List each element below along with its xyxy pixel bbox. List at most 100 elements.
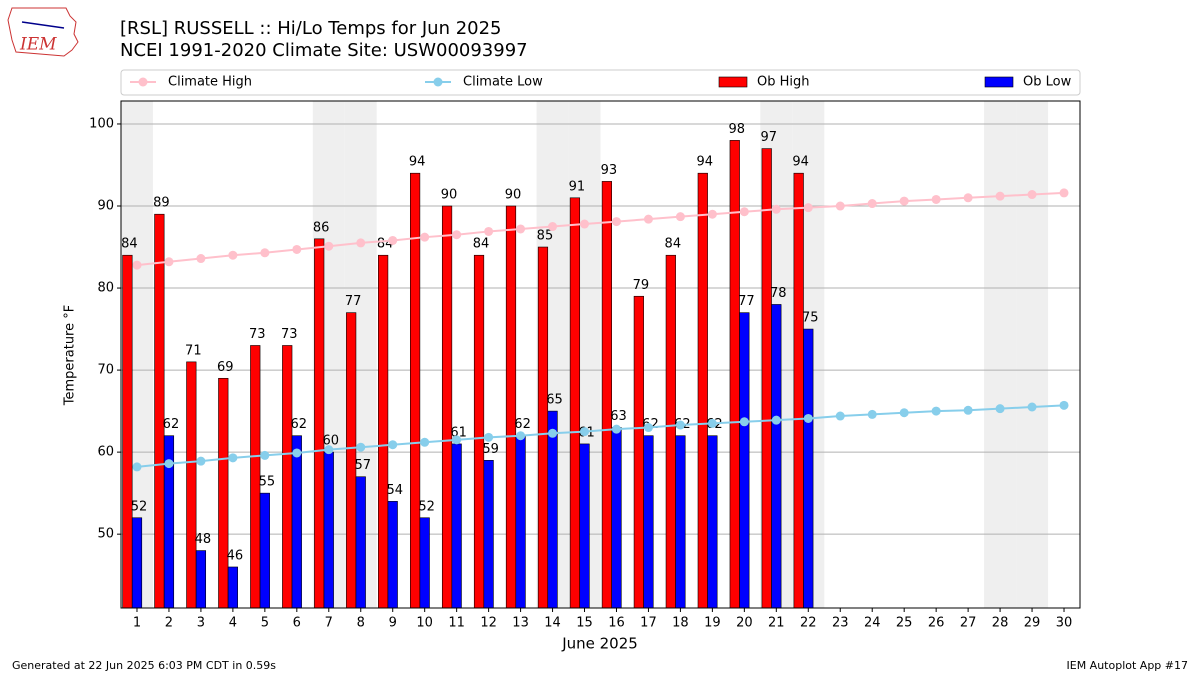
x-tick-label: 21	[768, 616, 785, 631]
bar	[611, 427, 622, 609]
x-tick-label: 5	[261, 616, 269, 631]
value-label: 60	[323, 434, 340, 449]
marker	[963, 193, 973, 203]
marker	[931, 194, 941, 204]
marker	[643, 423, 653, 433]
x-tick-label: 8	[357, 616, 365, 631]
marker	[739, 417, 749, 427]
x-tick-label: 27	[960, 616, 977, 631]
bar	[473, 254, 485, 609]
marker	[931, 406, 941, 416]
value-label: 48	[195, 532, 212, 547]
value-label: 63	[610, 409, 627, 424]
bar	[154, 213, 165, 609]
y-axis-label: Temperature °F	[63, 305, 78, 406]
bar	[633, 295, 644, 609]
marker	[899, 408, 909, 418]
bar	[643, 435, 654, 609]
bar	[122, 254, 133, 609]
bar	[739, 312, 750, 609]
y-tick-label: 80	[97, 281, 114, 296]
value-label: 86	[313, 220, 330, 235]
marker	[452, 230, 462, 240]
value-label: 94	[697, 155, 714, 170]
marker	[739, 207, 749, 217]
marker	[963, 405, 973, 415]
marker	[1059, 188, 1069, 198]
marker	[835, 201, 845, 211]
marker	[260, 450, 270, 460]
marker	[228, 453, 238, 463]
marker	[995, 191, 1005, 201]
value-label: 73	[249, 327, 266, 342]
x-tick-label: 29	[1024, 616, 1041, 631]
marker	[1027, 190, 1037, 200]
x-tick-label: 24	[864, 616, 881, 631]
x-tick-label: 11	[448, 616, 465, 631]
bar	[537, 246, 549, 609]
marker	[611, 424, 621, 434]
marker	[580, 219, 590, 229]
value-label: 94	[792, 155, 809, 170]
bar	[697, 172, 708, 609]
bar	[803, 328, 814, 609]
value-label: 77	[738, 294, 755, 309]
footer-left: Generated at 22 Jun 2025 6:03 PM CDT in …	[12, 659, 276, 672]
logo-outline	[7, 7, 79, 57]
marker	[388, 235, 398, 245]
x-tick-label: 13	[512, 616, 529, 631]
x-tick-label: 26	[928, 616, 945, 631]
marker	[516, 224, 526, 234]
legend-swatch	[718, 76, 748, 88]
bar	[675, 435, 686, 609]
chart-subtitle: NCEI 1991-2020 Climate Site: USW00093997	[120, 40, 528, 61]
bar	[761, 148, 772, 609]
legend-label: Climate Low	[463, 75, 543, 90]
marker	[324, 445, 334, 455]
x-tick-label: 17	[640, 616, 657, 631]
value-label: 46	[227, 548, 244, 563]
marker	[611, 217, 621, 227]
value-label: 59	[482, 442, 499, 457]
marker	[548, 428, 558, 438]
value-label: 54	[386, 483, 403, 498]
x-tick-label: 7	[325, 616, 333, 631]
bar	[441, 205, 453, 609]
bar	[355, 476, 366, 609]
line	[136, 191, 1065, 267]
bar	[483, 460, 494, 609]
y-tick-label: 50	[97, 527, 114, 542]
bar	[515, 435, 526, 609]
legend-swatch	[433, 77, 443, 87]
marker	[260, 248, 270, 258]
marker	[867, 409, 877, 419]
marker	[867, 199, 877, 209]
y-tick-label: 90	[97, 199, 114, 214]
x-tick-label: 14	[544, 616, 561, 631]
bar	[579, 443, 590, 609]
marker	[580, 427, 590, 437]
climate-line	[132, 400, 1069, 472]
bar	[419, 517, 430, 609]
y-tick-label: 60	[97, 445, 114, 460]
marker	[803, 413, 813, 423]
marker	[452, 435, 462, 445]
value-label: 75	[802, 311, 819, 326]
marker	[484, 432, 494, 442]
x-tick-label: 9	[389, 616, 397, 631]
logo-text: IEM	[19, 35, 57, 55]
weekend-band	[1016, 101, 1049, 608]
x-tick-label: 28	[992, 616, 1009, 631]
marker	[995, 404, 1005, 414]
marker	[356, 442, 366, 452]
marker	[484, 226, 494, 236]
y-tick-label: 100	[89, 116, 114, 131]
marker	[196, 456, 206, 466]
marker	[643, 214, 653, 224]
x-tick-label: 22	[800, 616, 817, 631]
x-tick-label: 12	[480, 616, 497, 631]
x-tick-label: 16	[608, 616, 625, 631]
bar	[186, 361, 197, 609]
value-label: 62	[163, 417, 180, 432]
marker	[675, 420, 685, 430]
